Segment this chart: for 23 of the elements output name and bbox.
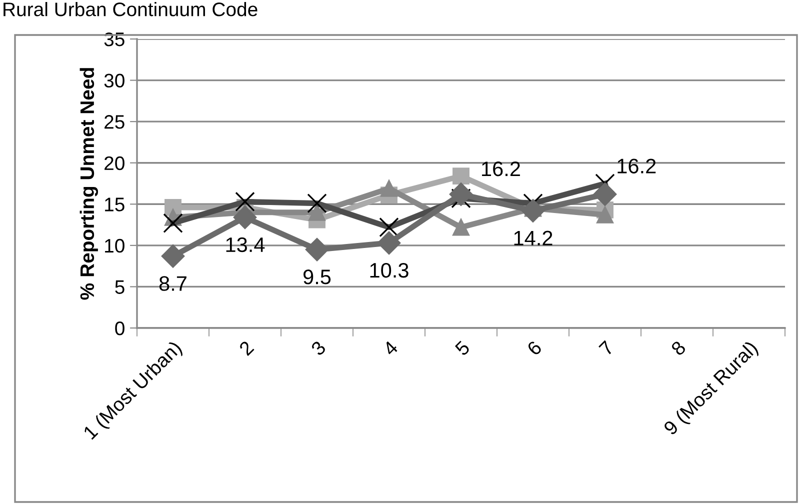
data-label: 13.4 (226, 237, 265, 252)
data-label: 10.3 (370, 262, 408, 278)
y-tick-label: 10 (105, 238, 124, 253)
x-tick-label: 4 (382, 340, 399, 356)
x-tick-label: 6 (526, 340, 542, 356)
x-tick-label: 7 (598, 340, 614, 356)
chart-title: Rural Urban Continuum Code (4, 2, 258, 16)
data-label: 9.5 (303, 270, 331, 284)
x-tick-label: 3 (310, 340, 326, 356)
y-tick-label: 25 (104, 115, 124, 129)
x-tick-label: 2 (238, 340, 254, 356)
y-tick-label: 0 (115, 321, 124, 336)
x-tick-label: 5 (454, 340, 471, 356)
y-tick-label: 5 (115, 280, 124, 294)
y-tick-label: 30 (104, 74, 124, 88)
x-tick-label: 8 (670, 340, 686, 356)
data-label: 16.2 (482, 161, 520, 176)
data-label: 8.7 (159, 276, 186, 291)
y-axis-title: % Reporting Unmet Need (80, 68, 98, 300)
y-tick-label: 20 (104, 156, 124, 170)
data-label: 14.2 (514, 230, 552, 246)
y-tick-label: 15 (105, 198, 124, 212)
data-label: 16.2 (618, 158, 656, 174)
